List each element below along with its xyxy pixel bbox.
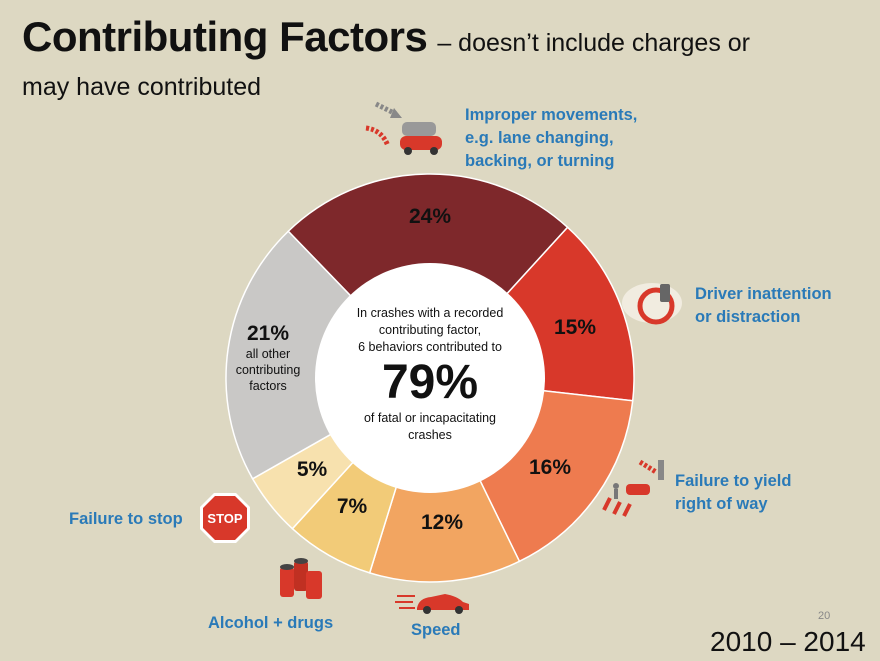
label-line: Failure to yield bbox=[675, 472, 792, 490]
center-line1: In crashes with a recorded bbox=[356, 306, 504, 320]
other-percent: 21% bbox=[246, 322, 290, 345]
alcohol-drugs-icon bbox=[280, 558, 322, 599]
year-range: 2010 – 2014 bbox=[710, 626, 866, 657]
label-improper-movements: Improper movements, e.g. lane changing, … bbox=[465, 104, 637, 173]
value-label-alcohol: 7% bbox=[336, 495, 368, 518]
center-summary: In crashes with a recorded contributing … bbox=[320, 305, 540, 444]
label-line: or distraction bbox=[695, 308, 801, 326]
label-line: Driver inattention bbox=[695, 285, 832, 303]
donut-hole bbox=[315, 263, 545, 493]
center-line3: 6 behaviors contributed to bbox=[358, 340, 502, 354]
center-line4: of fatal or incapacitating bbox=[363, 411, 497, 425]
label-speed: Speed bbox=[411, 621, 461, 639]
center-line5: crashes bbox=[408, 428, 452, 442]
label-failure-to-yield: Failure to yield right of way bbox=[675, 470, 791, 516]
stop-sign-text: STOP bbox=[207, 511, 242, 526]
pedestrian-crossing-icon bbox=[602, 459, 664, 517]
speeding-car-icon bbox=[395, 594, 469, 614]
label-line: right of way bbox=[675, 495, 768, 513]
value-label-other: 21% all other contributing factors bbox=[225, 322, 311, 394]
label-line: backing, or turning bbox=[465, 152, 615, 170]
label-failure-to-stop: Failure to stop bbox=[69, 510, 183, 528]
page-header: Contributing Factors – doesn’t include ch… bbox=[22, 12, 862, 102]
page-subtitle-line2: may have contributed bbox=[22, 73, 262, 101]
page-title: Contributing Factors bbox=[22, 13, 428, 60]
center-big-value: 79% bbox=[381, 356, 479, 409]
label-alcohol-drugs: Alcohol + drugs bbox=[208, 614, 334, 632]
car-turning-icon bbox=[365, 101, 442, 155]
value-label-stop: 5% bbox=[296, 458, 328, 481]
stop-sign-icon: STOP bbox=[200, 493, 250, 543]
label-driver-inattention: Driver inattention or distraction bbox=[695, 283, 832, 329]
page-number: 20 bbox=[818, 610, 831, 622]
page-subtitle: – doesn’t include charges or bbox=[437, 29, 751, 57]
phone-steering-wheel-icon bbox=[622, 283, 682, 325]
value-label-speed: 12% bbox=[420, 511, 464, 534]
label-line: e.g. lane changing, bbox=[465, 129, 614, 147]
value-label-inattention: 15% bbox=[553, 316, 597, 339]
value-label-improper: 24% bbox=[408, 205, 452, 228]
other-sublabel: all other contributing factors bbox=[235, 347, 301, 393]
value-label-yield: 16% bbox=[528, 456, 572, 479]
label-line: Improper movements, bbox=[465, 106, 638, 124]
center-line2: contributing factor, bbox=[378, 323, 482, 337]
